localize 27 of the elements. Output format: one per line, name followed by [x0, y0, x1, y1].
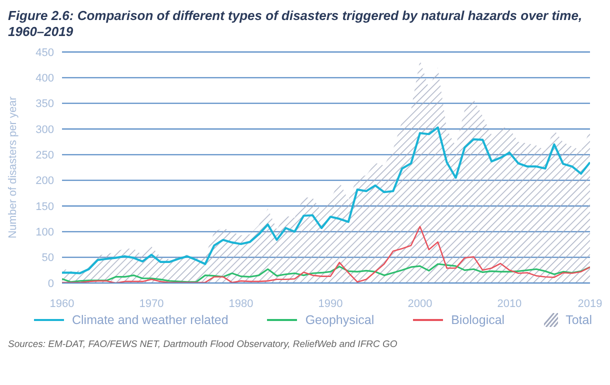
y-tick-label: 50	[42, 252, 54, 264]
line-series	[62, 226, 590, 283]
y-tick-label: 400	[36, 72, 54, 85]
source-note: Sources: EM-DAT, FAO/FEWS NET, Dartmouth Flood Observatory, ReliefWeb and IFRC GO	[8, 339, 398, 350]
line-series	[62, 126, 590, 274]
line-series	[62, 263, 590, 283]
y-tick-label: 0	[48, 278, 54, 290]
y-tick-label: 300	[36, 124, 54, 136]
x-tick-label: 1960	[50, 298, 74, 310]
y-tick-label: 100	[36, 226, 54, 239]
x-tick-label: 1990	[318, 298, 343, 310]
y-axis-title: Number of disasters per year	[6, 96, 19, 238]
legend-label: Climate and weather related	[72, 313, 228, 327]
y-tick-label: 450	[36, 46, 54, 59]
y-tick-label: 250	[36, 150, 54, 162]
x-tick-label: 2019	[578, 298, 602, 310]
x-tick-label: 2000	[408, 298, 432, 310]
x-tick-label: 1980	[228, 298, 254, 310]
y-tick-label: 150	[36, 200, 54, 213]
x-tick-label: 2010	[497, 298, 522, 310]
chart-title: Figure 2.6: Comparison of different types of disasters triggered by natural hazards over time, 1960–2019	[8, 8, 584, 40]
legend-label: Biological	[451, 313, 505, 327]
legend-label: Geophysical	[305, 313, 374, 327]
y-tick-label: 200	[36, 175, 54, 188]
text: Total	[566, 313, 592, 327]
y-tick-label: 350	[36, 98, 54, 110]
x-tick-label: 1970	[139, 298, 164, 310]
